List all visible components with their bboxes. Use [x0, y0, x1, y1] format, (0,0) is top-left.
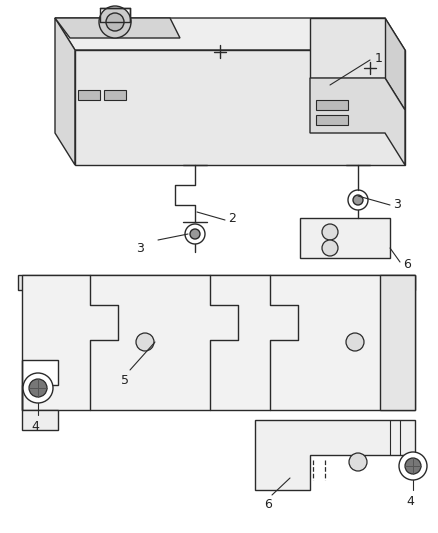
Polygon shape	[75, 50, 405, 165]
Circle shape	[405, 458, 421, 474]
Polygon shape	[18, 275, 415, 290]
Text: 6: 6	[264, 498, 272, 511]
Text: 5: 5	[121, 374, 129, 387]
Polygon shape	[78, 90, 100, 100]
Polygon shape	[255, 420, 415, 490]
Polygon shape	[310, 18, 385, 78]
Circle shape	[349, 453, 367, 471]
Polygon shape	[316, 115, 348, 125]
Circle shape	[99, 6, 131, 38]
Text: 3: 3	[393, 198, 401, 211]
Circle shape	[106, 13, 124, 31]
Circle shape	[322, 224, 338, 240]
Text: 4: 4	[31, 420, 39, 433]
Polygon shape	[22, 360, 58, 430]
Polygon shape	[300, 218, 390, 258]
Circle shape	[346, 333, 364, 351]
Polygon shape	[55, 18, 75, 165]
Text: 3: 3	[136, 242, 144, 255]
Circle shape	[322, 240, 338, 256]
Circle shape	[136, 333, 154, 351]
Circle shape	[190, 229, 200, 239]
Text: 4: 4	[406, 495, 414, 508]
Text: 1: 1	[375, 52, 383, 64]
Polygon shape	[22, 275, 415, 410]
Circle shape	[185, 224, 205, 244]
Polygon shape	[104, 90, 126, 100]
Circle shape	[348, 190, 368, 210]
Text: 6: 6	[403, 257, 411, 271]
Polygon shape	[55, 18, 405, 50]
Polygon shape	[316, 100, 348, 110]
Polygon shape	[55, 18, 180, 38]
Circle shape	[23, 373, 53, 403]
Text: 2: 2	[228, 213, 236, 225]
Polygon shape	[310, 78, 405, 165]
Circle shape	[29, 379, 47, 397]
Polygon shape	[385, 18, 405, 110]
Circle shape	[399, 452, 427, 480]
Circle shape	[353, 195, 363, 205]
Polygon shape	[380, 275, 415, 410]
